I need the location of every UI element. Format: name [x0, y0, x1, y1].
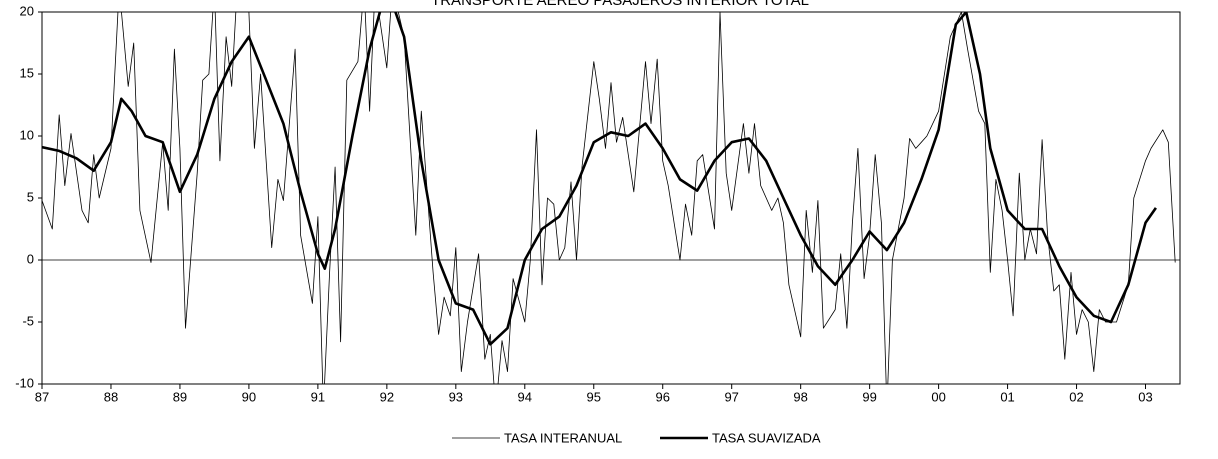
chart-title: TRANSPORTE AEREO PASAJEROS INTERIOR TOTA…	[431, 0, 809, 9]
y-tick-label: 0	[27, 251, 34, 266]
x-tick-label: 97	[724, 389, 738, 404]
plot-frame	[41, 11, 1181, 385]
x-tick-label: 94	[518, 389, 532, 404]
x-tick-label: 99	[862, 389, 876, 404]
x-tick-label: 02	[1069, 389, 1083, 404]
y-tick-label: -5	[22, 313, 34, 328]
x-tick-label: 03	[1138, 389, 1152, 404]
y-tick-label: -10	[15, 375, 34, 390]
y-tick-label: 20	[20, 3, 34, 18]
x-tick-label: 96	[655, 389, 669, 404]
x-tick-label: 01	[1000, 389, 1014, 404]
x-tick-label: 91	[311, 389, 325, 404]
x-tick-label: 90	[242, 389, 256, 404]
y-tick-label: 15	[20, 65, 34, 80]
plot-area	[42, 12, 1176, 384]
x-tick-label: 93	[449, 389, 463, 404]
x-tick-label: 88	[104, 389, 118, 404]
y-tick-label: 10	[20, 127, 34, 142]
x-tick-label: 87	[35, 389, 49, 404]
y-tick-label: 5	[27, 189, 34, 204]
series-line	[42, 12, 1176, 384]
x-tick-label: 92	[380, 389, 394, 404]
x-tick-label: 00	[931, 389, 945, 404]
x-tick-label: 95	[587, 389, 601, 404]
series-line	[42, 12, 1157, 346]
legend-label: TASA SUAVIZADA	[712, 430, 821, 445]
x-tick-label: 98	[793, 389, 807, 404]
legend-label: TASA INTERANUAL	[504, 430, 622, 445]
x-tick-label: 89	[173, 389, 187, 404]
